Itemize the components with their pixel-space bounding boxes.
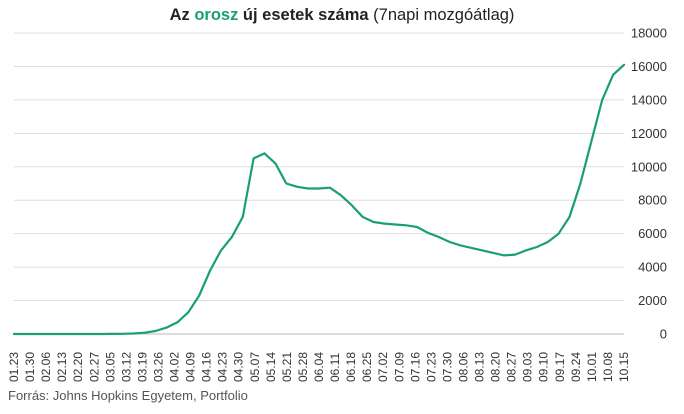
x-tick-label-29: 08.13 xyxy=(473,352,487,382)
x-tick-label-33: 09.10 xyxy=(537,352,551,382)
x-tick-label-35: 09.24 xyxy=(569,352,583,382)
x-tick-label-17: 05.21 xyxy=(280,352,294,382)
x-tick-label-23: 07.02 xyxy=(376,352,390,382)
x-tick-label-20: 06.11 xyxy=(328,353,342,382)
x-tick-label-32: 09.03 xyxy=(521,352,535,382)
x-tick-label-22: 06.25 xyxy=(360,352,374,382)
title-part2: új esetek száma xyxy=(238,6,369,24)
y-tick-label-8: 16000 xyxy=(631,59,667,74)
x-tick-label-7: 03.12 xyxy=(119,352,133,382)
x-tick-label-37: 10.08 xyxy=(601,352,615,382)
chart-title: Az orosz új esetek száma (7napi mozgóátl… xyxy=(0,6,684,25)
y-tick-label-0: 0 xyxy=(660,327,667,342)
x-tick-label-19: 06.04 xyxy=(312,352,326,382)
x-tick-label-4: 02.20 xyxy=(71,352,85,382)
x-tick-label-26: 07.23 xyxy=(424,352,438,382)
x-tick-label-16: 05.14 xyxy=(264,352,278,382)
x-tick-label-25: 07.16 xyxy=(408,352,422,382)
x-tick-label-9: 03.26 xyxy=(151,352,165,382)
x-tick-label-13: 04.23 xyxy=(216,352,230,382)
y-tick-label-6: 12000 xyxy=(631,126,667,141)
x-tick-label-31: 08.27 xyxy=(505,352,519,382)
y-tick-label-1: 2000 xyxy=(638,293,667,308)
x-tick-label-14: 04.30 xyxy=(232,352,246,382)
x-tick-label-11: 04.09 xyxy=(184,352,198,382)
x-tick-label-24: 07.09 xyxy=(392,352,406,382)
x-tick-label-1: 01.30 xyxy=(23,352,37,382)
x-tick-label-36: 10.01 xyxy=(585,352,599,382)
y-tick-label-2: 4000 xyxy=(638,260,667,275)
x-tick-label-27: 07.30 xyxy=(440,352,454,382)
y-tick-label-3: 6000 xyxy=(638,226,667,241)
x-tick-label-28: 08.06 xyxy=(456,352,470,382)
x-tick-label-8: 03.19 xyxy=(135,352,149,382)
x-tick-label-30: 08.20 xyxy=(489,352,503,382)
x-tick-label-5: 02.27 xyxy=(87,352,101,382)
x-tick-label-15: 05.07 xyxy=(248,352,262,382)
x-tick-label-6: 03.05 xyxy=(103,352,117,382)
x-tick-label-18: 05.28 xyxy=(296,352,310,382)
y-tick-label-5: 10000 xyxy=(631,159,667,174)
y-tick-label-9: 18000 xyxy=(631,26,667,41)
x-tick-label-21: 06.18 xyxy=(344,352,358,382)
y-tick-label-4: 8000 xyxy=(638,193,667,208)
title-highlight: orosz xyxy=(194,6,239,24)
x-tick-label-34: 09.17 xyxy=(553,352,567,382)
title-part3: (7napi mozgóátlag) xyxy=(368,6,515,24)
x-tick-label-10: 04.02 xyxy=(168,352,182,382)
x-tick-label-3: 02.13 xyxy=(55,352,69,382)
source-note: Forrás: Johns Hopkins Egyetem, Portfolio xyxy=(8,388,248,403)
y-tick-label-7: 14000 xyxy=(631,92,667,107)
title-part1: Az xyxy=(169,6,195,24)
series-line-0 xyxy=(12,63,626,336)
x-tick-label-12: 04.16 xyxy=(200,352,214,382)
x-tick-label-0: 01.23 xyxy=(7,352,21,382)
x-tick-label-38: 10.15 xyxy=(617,352,631,382)
x-tick-label-2: 02.06 xyxy=(39,352,53,382)
